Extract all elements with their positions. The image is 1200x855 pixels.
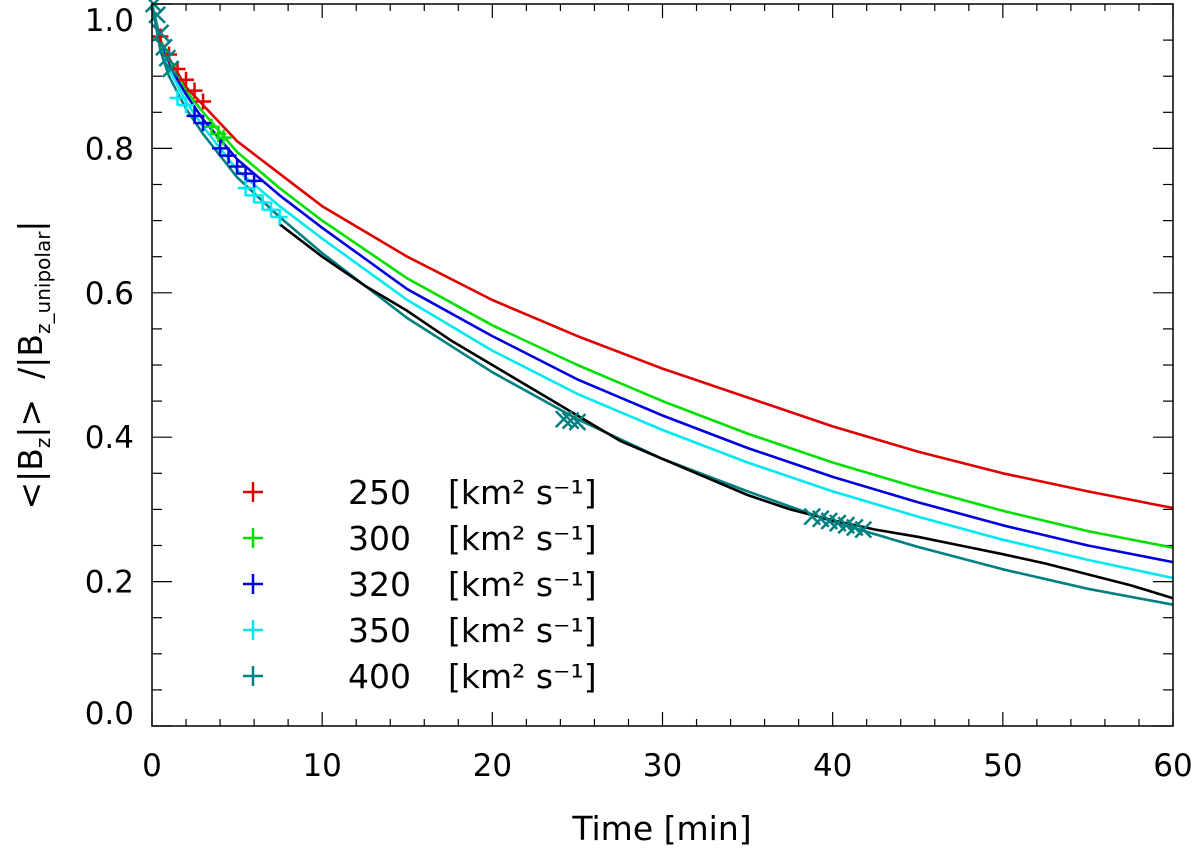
data-marker bbox=[186, 107, 203, 124]
y-tick-label: 0.8 bbox=[85, 131, 134, 167]
y-tick-label: 0.4 bbox=[85, 420, 134, 456]
y-title-sub-2: z_unipolar bbox=[31, 231, 55, 334]
data-marker bbox=[220, 147, 237, 164]
data-marker bbox=[263, 201, 280, 218]
data-marker bbox=[246, 187, 263, 204]
data-marker bbox=[186, 82, 203, 99]
y-tick-label: 0.2 bbox=[85, 565, 134, 601]
data-marker bbox=[212, 140, 229, 157]
y-axis-title: <|Bz|> /|Bz_unipolar| bbox=[11, 220, 55, 509]
y-tick-label: 0.0 bbox=[85, 696, 134, 732]
legend: 250 [km² s⁻¹] 300 [km² s⁻¹] 320 [km² s⁻¹] 350 [… bbox=[243, 473, 597, 696]
data-marker bbox=[854, 520, 873, 539]
data-marker bbox=[155, 38, 173, 57]
data-marker bbox=[271, 208, 288, 225]
data-marker bbox=[158, 49, 177, 68]
data-marker bbox=[178, 97, 195, 114]
legend-value: 400 bbox=[348, 657, 411, 696]
data-marker bbox=[237, 165, 254, 182]
series-line-350 bbox=[150, 3, 1174, 580]
legend-value: 300 bbox=[348, 519, 411, 558]
x-axis-title: Time [min] bbox=[571, 809, 751, 848]
legend-item-300: 300 [km² s⁻¹] bbox=[243, 519, 597, 558]
data-marker bbox=[561, 411, 580, 430]
legend-value: 320 bbox=[348, 565, 411, 604]
series-line-300 bbox=[150, 3, 1174, 549]
x-tick-label: 20 bbox=[473, 748, 512, 784]
series-line-250 bbox=[150, 3, 1174, 510]
y-title-sub-1: z bbox=[31, 438, 55, 449]
y-title-part-3: /|B bbox=[11, 334, 50, 379]
tick-labels: 0 10 20 30 40 50 60 0.0 0.2 0.4 0.6 0.8 1.0 bbox=[85, 3, 1193, 784]
series-line-observed bbox=[278, 223, 1174, 600]
data-marker bbox=[195, 115, 212, 132]
legend-item-320: 320 [km² s⁻¹] bbox=[243, 565, 597, 604]
y-title-part-2: |> bbox=[11, 399, 50, 438]
data-marker bbox=[195, 93, 212, 110]
legend-unit: [km² s⁻¹] bbox=[448, 611, 597, 650]
data-marker bbox=[215, 129, 232, 146]
y-tick-label: 0.6 bbox=[85, 276, 134, 312]
legend-value: 250 bbox=[348, 473, 411, 512]
legend-unit: [km² s⁻¹] bbox=[448, 473, 597, 512]
data-marker bbox=[254, 194, 271, 211]
legend-unit: [km² s⁻¹] bbox=[448, 657, 597, 696]
x-tick-label: 10 bbox=[302, 748, 341, 784]
legend-value: 350 bbox=[348, 611, 411, 650]
x-tick-label: 0 bbox=[142, 748, 162, 784]
legend-unit: [km² s⁻¹] bbox=[448, 565, 597, 604]
data-marker bbox=[229, 158, 246, 175]
x-tick-label: 30 bbox=[643, 748, 682, 784]
data-marker bbox=[554, 410, 573, 429]
data-marker bbox=[246, 172, 263, 189]
data-marker bbox=[151, 23, 170, 42]
y-tick-label: 1.0 bbox=[85, 3, 134, 39]
y-title-part-4: | bbox=[11, 220, 50, 231]
x-tick-label: 60 bbox=[1153, 748, 1192, 784]
series-layer bbox=[150, 3, 1174, 606]
legend-item-400: 400 [km² s⁻¹] bbox=[243, 657, 597, 696]
y-title-part-1: <|B bbox=[11, 448, 50, 509]
legend-item-250: 250 [km² s⁻¹] bbox=[243, 473, 597, 512]
x-tick-label: 40 bbox=[813, 748, 852, 784]
data-marker bbox=[161, 60, 180, 78]
legend-item-350: 350 [km² s⁻¹] bbox=[243, 611, 597, 650]
series-line-400 bbox=[150, 3, 1174, 606]
data-marker bbox=[178, 71, 195, 88]
legend-unit: [km² s⁻¹] bbox=[448, 519, 597, 558]
plot-frame bbox=[151, 3, 1174, 727]
data-marker bbox=[568, 413, 587, 431]
x-tick-label: 50 bbox=[983, 748, 1022, 784]
svg-text:<|Bz|>/|Bz_unipolar|: <|Bz|> /|Bz_unipolar| bbox=[11, 220, 55, 509]
data-marker bbox=[237, 180, 254, 197]
data-marker bbox=[169, 89, 186, 106]
data-marker bbox=[203, 118, 220, 135]
series-line-320 bbox=[150, 3, 1174, 564]
